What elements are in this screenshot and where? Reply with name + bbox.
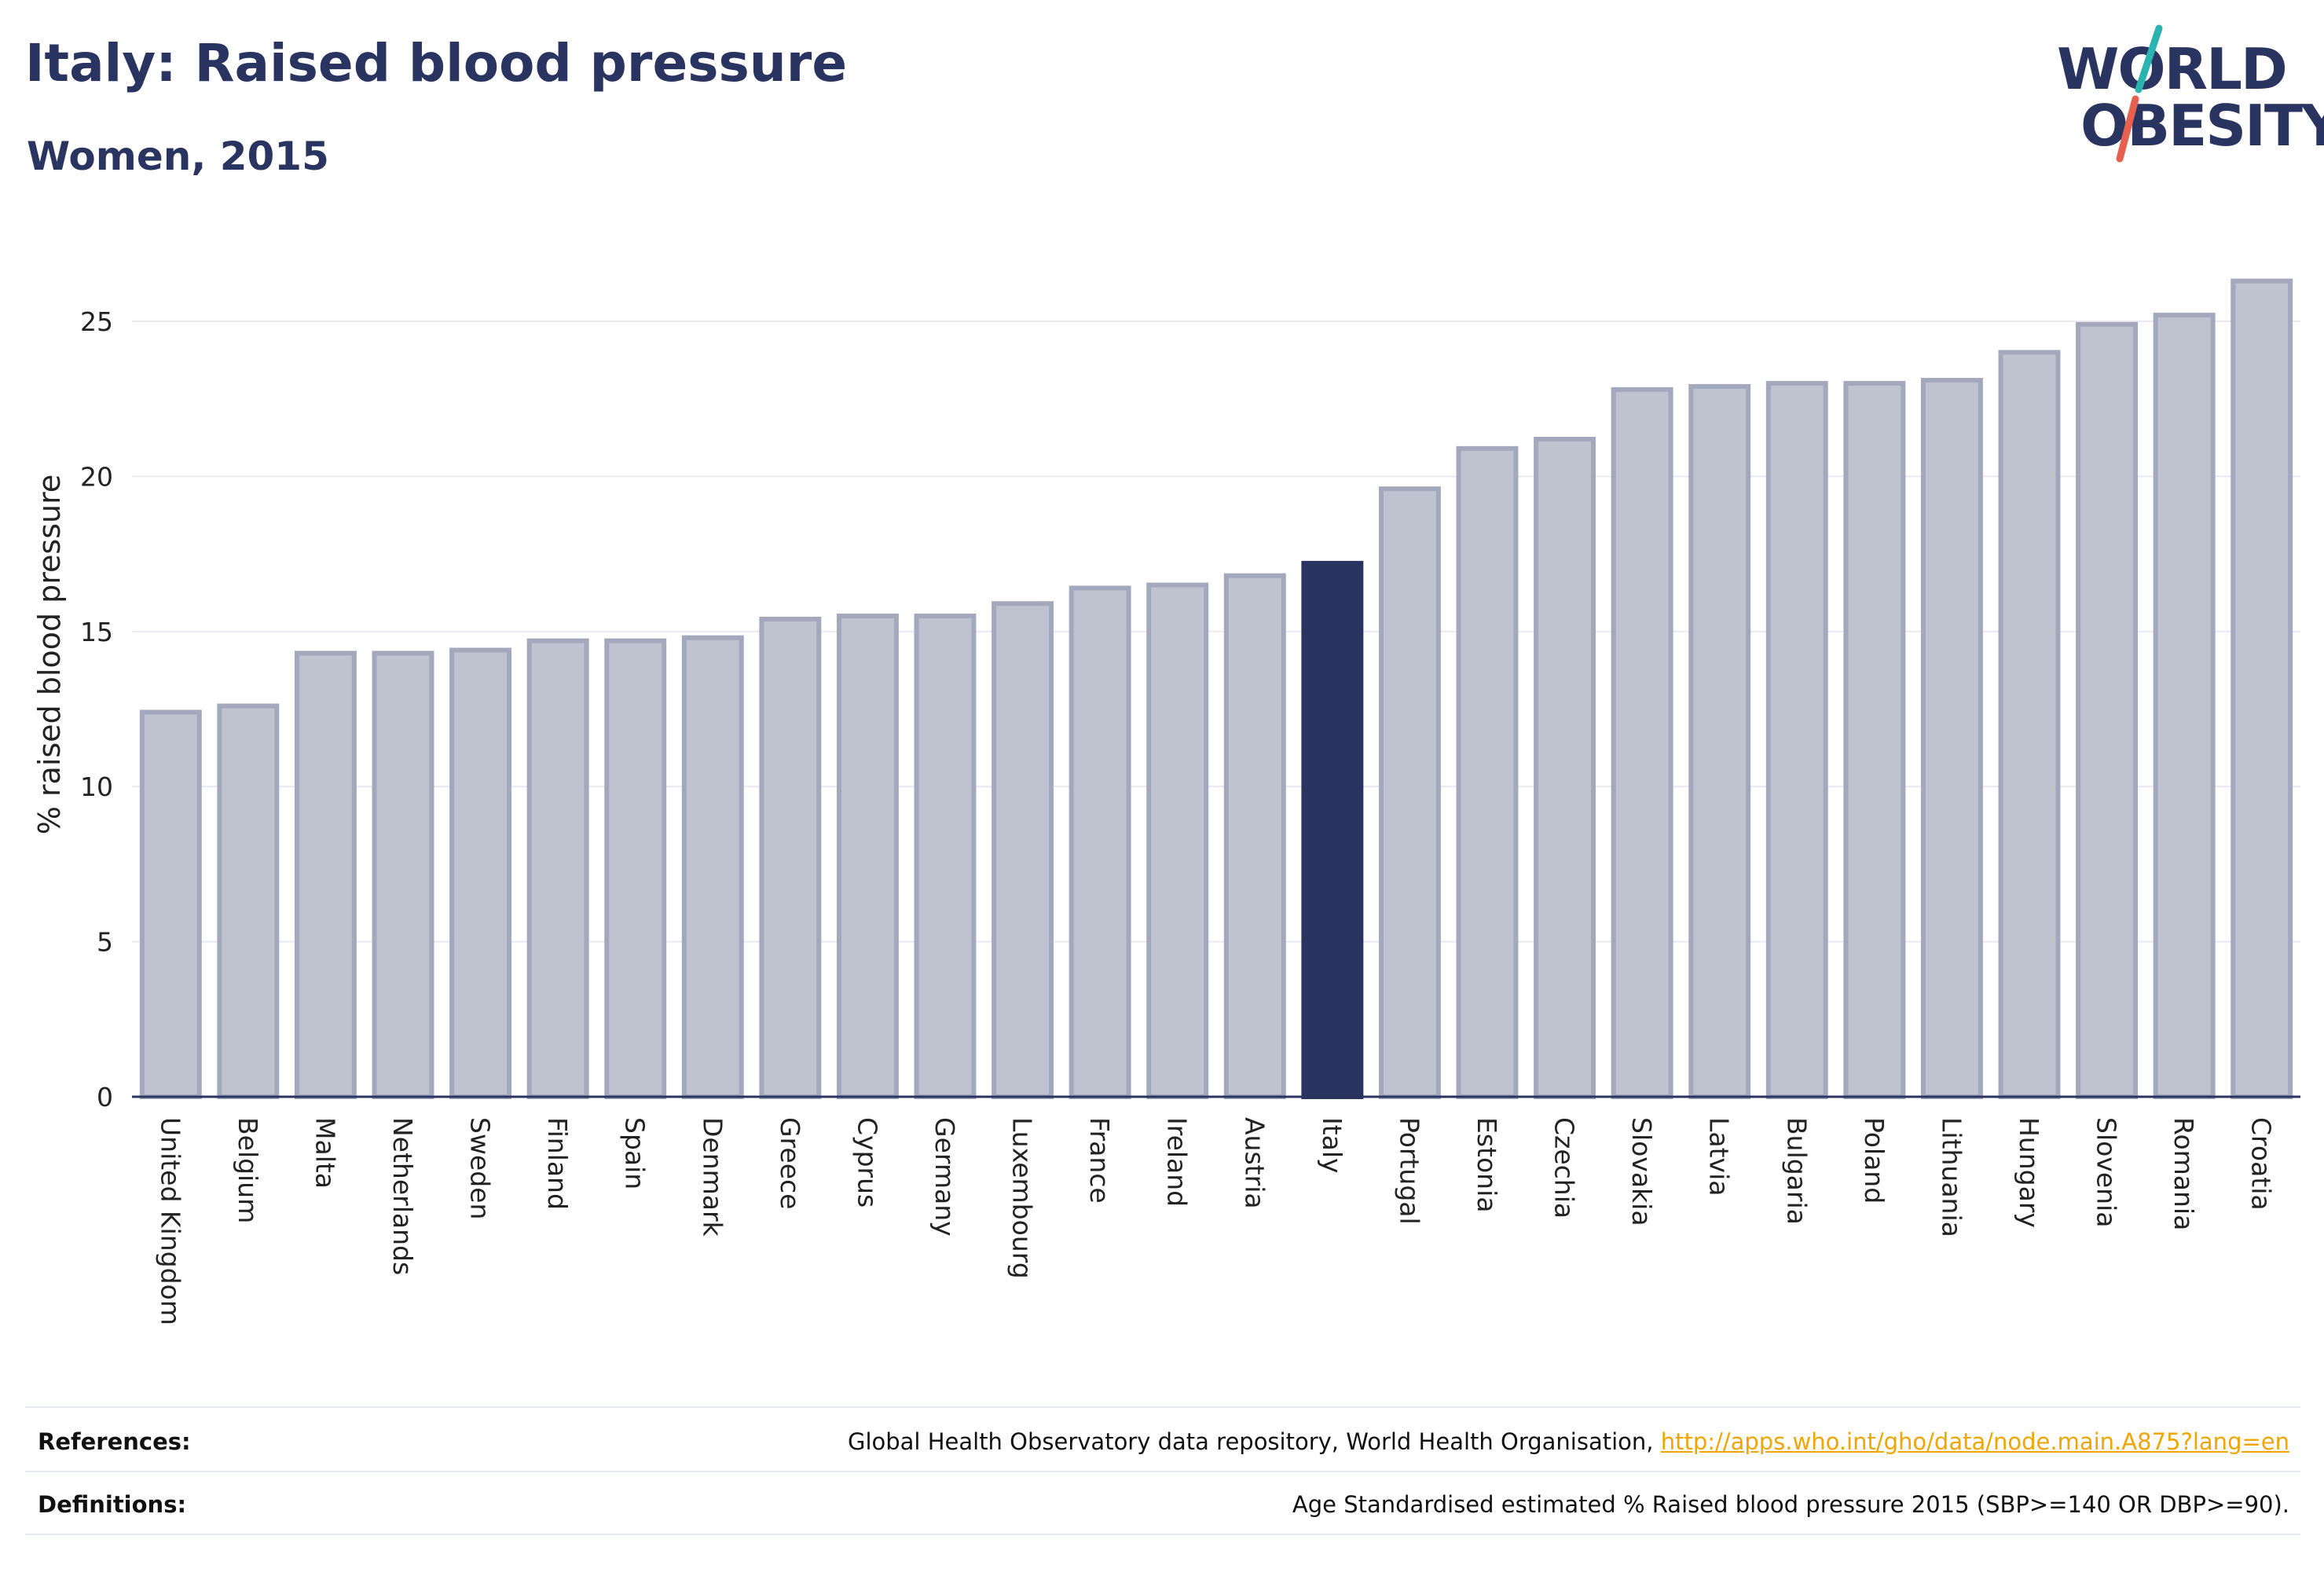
bar [1378, 486, 1441, 1099]
x-tick-label: Cyprus [852, 1117, 882, 1208]
x-tick-label: Latvia [1704, 1117, 1735, 1196]
bar [139, 709, 202, 1099]
x-tick-label: Romania [2168, 1117, 2199, 1230]
x-tick-label: Austria [1239, 1117, 1270, 1209]
bar-highlight [1301, 560, 1364, 1099]
world-obesity-logo: WORLD OBESITY [2035, 24, 2324, 173]
bar [759, 616, 822, 1099]
bar [217, 703, 280, 1099]
bar [836, 614, 899, 1099]
footer-divider-bottom [25, 1534, 2300, 1535]
x-tick-label: Slovenia [2091, 1117, 2122, 1227]
definitions-label: Definitions: [38, 1491, 187, 1518]
bar [1456, 445, 1519, 1099]
x-tick-label: Poland [1859, 1117, 1890, 1204]
x-tick-label: Luxembourg [1007, 1117, 1038, 1279]
bar [449, 647, 512, 1099]
x-tick-label: Denmark [697, 1117, 728, 1237]
footer-divider-top [25, 1406, 2300, 1408]
bar [992, 601, 1054, 1099]
references-row: References: Global Health Observatory da… [25, 1428, 2300, 1460]
references-value: Global Health Observatory data repositor… [848, 1428, 2289, 1455]
y-tick-label: 15 [80, 617, 113, 647]
x-tick-label: Spain [620, 1117, 651, 1189]
x-tick-label: Bulgaria [1781, 1117, 1812, 1225]
x-tick-label: United Kingdom [155, 1117, 185, 1325]
bar [1223, 573, 1286, 1099]
bar [914, 614, 977, 1099]
bar [526, 638, 589, 1099]
bar [1843, 380, 1906, 1100]
x-tick-label: Slovakia [1626, 1117, 1657, 1226]
x-tick-label: Ireland [1162, 1117, 1193, 1207]
bar [1920, 377, 1983, 1099]
chart-title: Italy: Raised blood pressure [25, 33, 848, 93]
logo-line1: WORLD [2057, 36, 2288, 102]
references-link[interactable]: http://apps.who.int/gho/data/node.main.A… [1660, 1428, 2289, 1455]
x-tick-label: Portugal [1394, 1117, 1424, 1225]
definitions-row: Definitions: Age Standardised estimated … [25, 1491, 2300, 1523]
x-tick-label: Italy [1317, 1117, 1347, 1174]
x-tick-label: Finland [542, 1117, 573, 1210]
bar [1998, 350, 2061, 1099]
x-tick-label: Estonia [1472, 1117, 1502, 1212]
y-tick-label: 25 [80, 306, 113, 337]
chart-subtitle: Women, 2015 [27, 134, 329, 179]
bar [1069, 585, 1131, 1099]
x-tick-label: Netherlands [387, 1117, 418, 1275]
x-tick-label: Lithuania [1936, 1117, 1967, 1237]
y-tick-label: 5 [97, 927, 113, 958]
x-tick-label: Belgium [233, 1117, 263, 1223]
bar-chart: 0 5 10 15 20 25 United Kingdom Belgium Malta Neth… [32, 278, 2300, 1325]
references-label: References: [38, 1428, 191, 1455]
x-tick-label: Greece [775, 1117, 805, 1209]
bar [2231, 278, 2293, 1099]
bar [1688, 383, 1751, 1099]
references-text: Global Health Observatory data repositor… [847, 1428, 1661, 1455]
y-axis-label: % raised blood pressure [32, 475, 67, 835]
y-tick-label: 10 [80, 772, 113, 802]
x-tick-label: France [1084, 1117, 1115, 1204]
x-tick-label: Germany [929, 1117, 960, 1237]
bar [372, 651, 434, 1099]
bar [1611, 387, 1673, 1100]
x-tick-label: Hungary [2014, 1117, 2044, 1228]
logo-slash-icon [2116, 24, 2163, 163]
bar [2076, 321, 2139, 1099]
bar [604, 638, 667, 1099]
bar [1765, 380, 1828, 1100]
y-tick-label: 20 [80, 461, 113, 492]
bar [681, 635, 744, 1099]
x-tick-label: Sweden [465, 1117, 496, 1219]
bar [1534, 436, 1596, 1099]
bar [1146, 582, 1209, 1099]
x-tick-label: Czechia [1549, 1117, 1580, 1219]
bar [294, 651, 357, 1099]
bar [2153, 313, 2216, 1100]
y-tick-label: 0 [97, 1082, 113, 1112]
definitions-text: Age Standardised estimated % Raised bloo… [1292, 1491, 2289, 1518]
x-tick-label: Croatia [2246, 1117, 2277, 1211]
x-tick-label: Malta [310, 1117, 340, 1189]
footer-divider-middle [25, 1471, 2300, 1472]
